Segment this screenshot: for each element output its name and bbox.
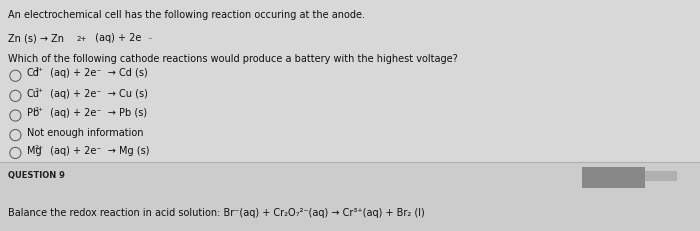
Text: (aq) + 2e⁻  → Cu (s): (aq) + 2e⁻ → Cu (s) — [47, 88, 148, 99]
Text: Balance the redox reaction in acid solution: Br⁻(aq) + Cr₂O₇²⁻(aq) → Cr³⁺(aq) + : Balance the redox reaction in acid solut… — [8, 208, 425, 218]
FancyBboxPatch shape — [582, 167, 645, 188]
Text: (aq) + 2e⁻  → Cd (s): (aq) + 2e⁻ → Cd (s) — [47, 68, 148, 79]
Text: Mg: Mg — [27, 146, 41, 156]
Text: Which of the following cathode reactions would produce a battery with the highes: Which of the following cathode reactions… — [8, 54, 458, 64]
Text: (aq) + 2e: (aq) + 2e — [92, 33, 142, 43]
Text: Zn (s) → Zn: Zn (s) → Zn — [8, 33, 64, 43]
Text: QUESTION 9: QUESTION 9 — [8, 171, 65, 180]
Text: 2+: 2+ — [77, 36, 88, 42]
Text: 2+: 2+ — [34, 145, 43, 150]
Text: 2+: 2+ — [34, 67, 43, 73]
Text: Cu: Cu — [27, 88, 40, 99]
Text: Not enough information: Not enough information — [27, 128, 143, 138]
Text: Cd: Cd — [27, 68, 39, 79]
Text: (aq) + 2e⁻  → Pb (s): (aq) + 2e⁻ → Pb (s) — [47, 108, 147, 118]
Text: Pb: Pb — [27, 108, 38, 118]
Text: (aq) + 2e⁻  → Mg (s): (aq) + 2e⁻ → Mg (s) — [47, 146, 149, 156]
Text: ⁻: ⁻ — [147, 36, 151, 45]
FancyBboxPatch shape — [645, 171, 677, 181]
Text: 2+: 2+ — [34, 107, 43, 112]
Text: 2+: 2+ — [34, 88, 43, 93]
Text: An electrochemical cell has the following reaction occuring at the anode.: An electrochemical cell has the followin… — [8, 10, 365, 20]
FancyBboxPatch shape — [0, 162, 700, 231]
